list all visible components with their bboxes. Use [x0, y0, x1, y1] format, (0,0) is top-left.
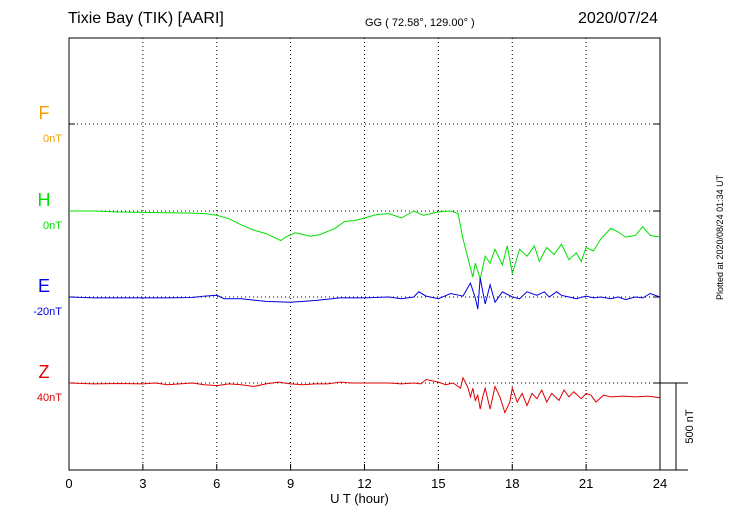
series-name-z: Z [39, 362, 50, 382]
series-baseline-h: 0nT [43, 220, 62, 232]
x-tick-label: 24 [653, 476, 667, 491]
grid-lines [69, 38, 660, 470]
x-tick-label: 0 [65, 476, 72, 491]
x-tick-label: 9 [287, 476, 294, 491]
series-baseline-f: 0nT [43, 133, 62, 145]
scale-bar-label: 500 nT [684, 409, 696, 444]
x-axis-title: U T (hour) [330, 491, 389, 506]
series-name-f: F [39, 103, 50, 123]
x-tick-label: 21 [579, 476, 593, 491]
x-tick-label: 12 [357, 476, 371, 491]
x-tick-label: 18 [505, 476, 519, 491]
series-line-h [69, 210, 661, 281]
series-baseline-z: 40nT [37, 392, 62, 404]
series-name-e: E [38, 276, 50, 296]
series-line-z [68, 376, 661, 414]
x-tick-label: 6 [213, 476, 220, 491]
x-tick-label: 3 [139, 476, 146, 491]
plotted-timestamp: Plotted at 2020/08/24 01:34 UT [715, 174, 725, 300]
station-title: Tixie Bay (TIK) [AARI] [68, 10, 224, 27]
date-label: 2020/07/24 [578, 10, 659, 27]
x-tick-label: 15 [431, 476, 445, 491]
series-line-e [68, 277, 661, 310]
series-name-h: H [38, 190, 51, 210]
coordinates-label: GG ( 72.58°, 129.00° ) [365, 17, 475, 29]
series-baseline-e: -20nT [33, 306, 62, 318]
